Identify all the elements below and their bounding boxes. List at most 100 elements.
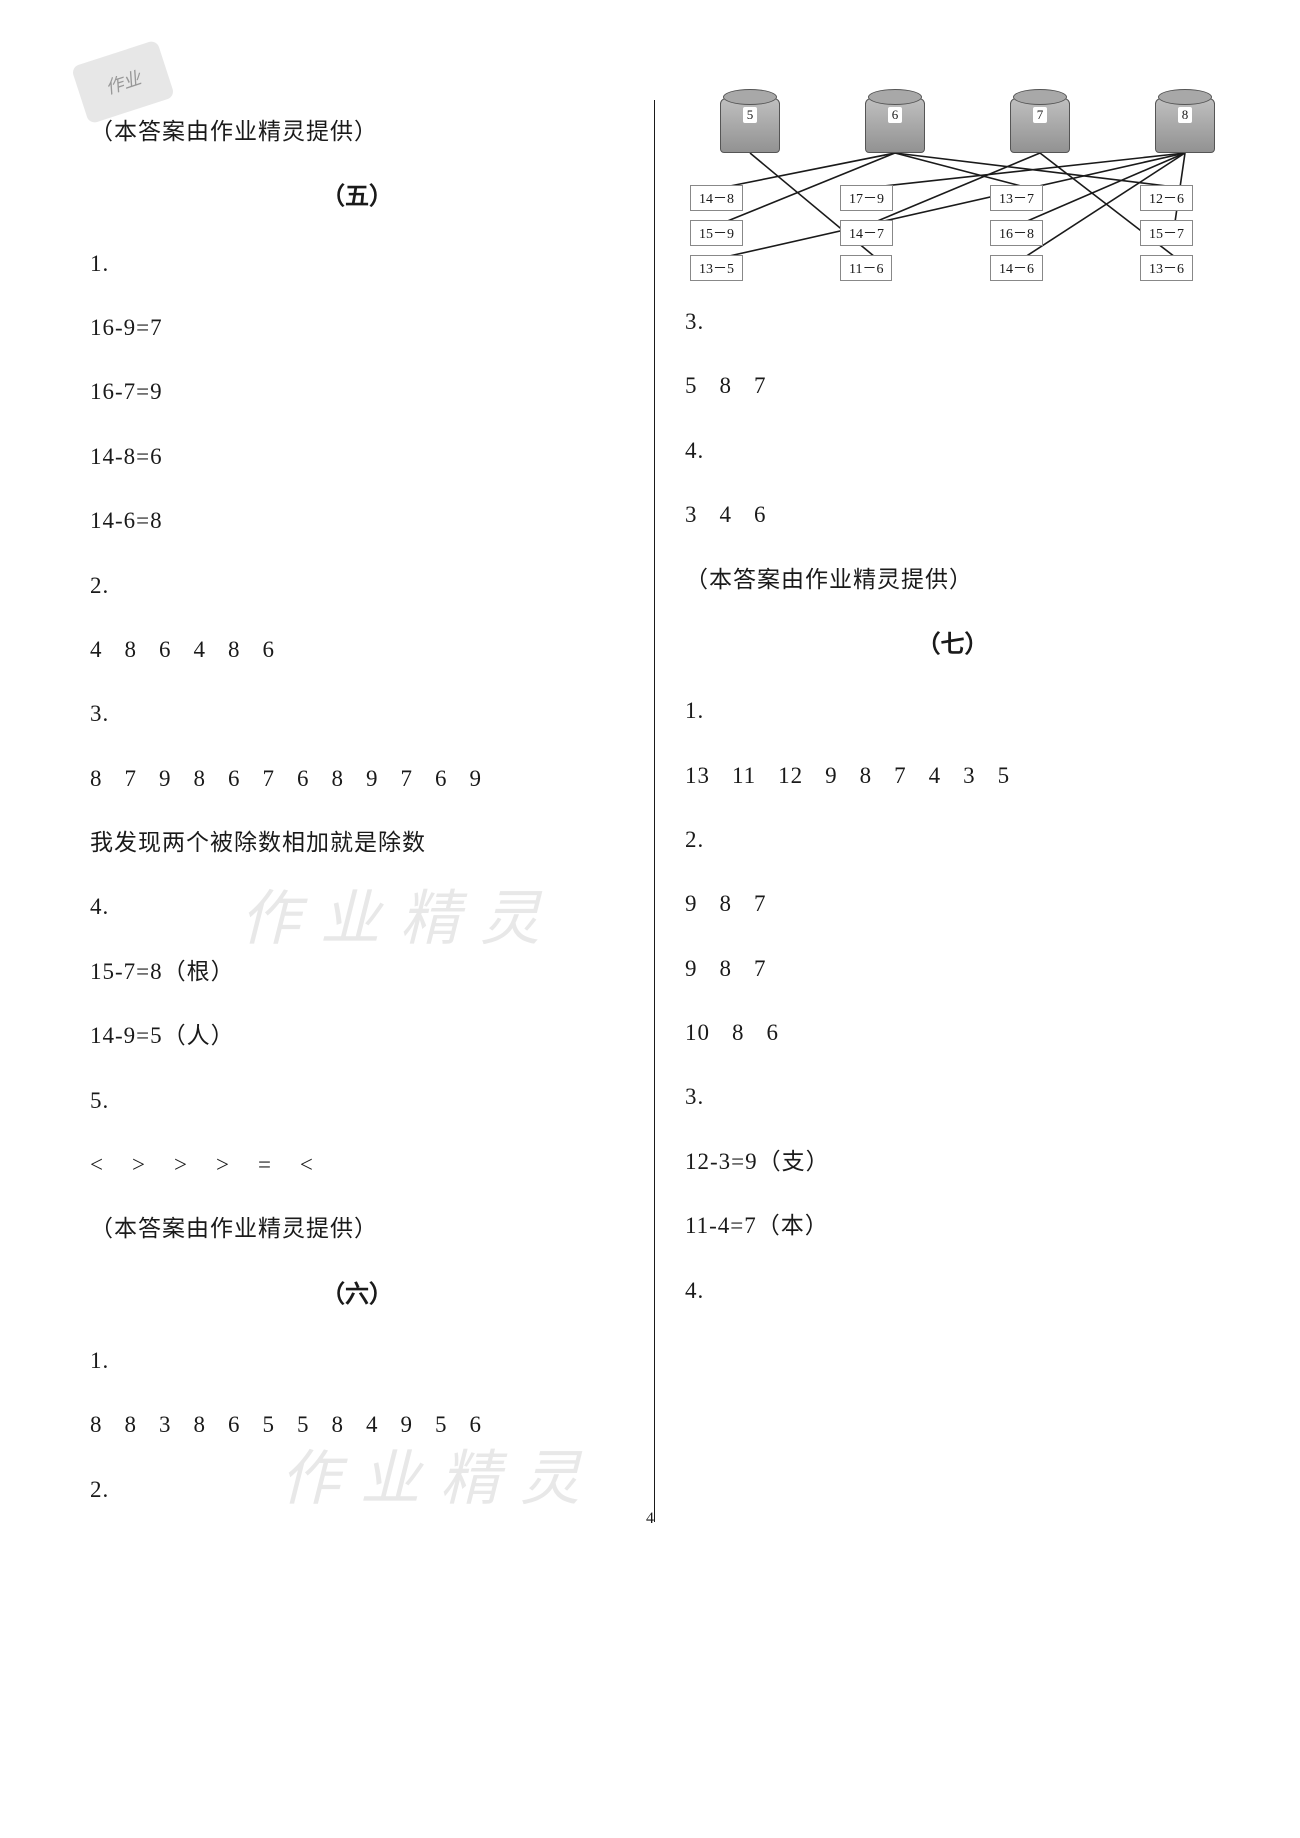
credit-line: （本答案由作业精灵提供） bbox=[90, 100, 624, 164]
value: 8 bbox=[732, 1020, 745, 1045]
value: 6 bbox=[297, 766, 310, 791]
value: 6 bbox=[228, 766, 241, 791]
value: > bbox=[216, 1152, 230, 1177]
bin-label: 7 bbox=[1033, 107, 1048, 123]
value: 5 bbox=[435, 1412, 448, 1437]
value: 8 bbox=[194, 766, 207, 791]
value: 4 bbox=[366, 1412, 379, 1437]
answer-line: 15-7=8（根） bbox=[90, 940, 624, 1004]
answer-row: 1086 bbox=[685, 1001, 1220, 1065]
expression-box: 14－6 bbox=[990, 255, 1043, 281]
value: 8 bbox=[90, 1412, 103, 1437]
value: 6 bbox=[159, 637, 172, 662]
value: 8 bbox=[720, 373, 733, 398]
section-six-title: （六） bbox=[90, 1262, 624, 1329]
value: 9 bbox=[366, 766, 379, 791]
expression-box: 13－6 bbox=[1140, 255, 1193, 281]
q-number: 4. bbox=[685, 1259, 1220, 1323]
q-number: 2. bbox=[90, 1458, 624, 1522]
q-number: 1. bbox=[685, 679, 1220, 743]
value: 8 bbox=[720, 956, 733, 981]
value: < bbox=[90, 1152, 104, 1177]
expression-box: 17－9 bbox=[840, 185, 893, 211]
value: 9 bbox=[470, 766, 483, 791]
expression-box: 13－5 bbox=[690, 255, 743, 281]
answer-line: 16-9=7 bbox=[90, 296, 624, 360]
answer-row: 486486 bbox=[90, 618, 624, 682]
answer-line: 14-6=8 bbox=[90, 489, 624, 553]
answer-row: 131112987435 bbox=[685, 744, 1220, 808]
q-number: 2. bbox=[685, 808, 1220, 872]
value: 4 bbox=[929, 763, 942, 788]
value: 4 bbox=[720, 502, 733, 527]
q-number: 3. bbox=[685, 290, 1220, 354]
value: 8 bbox=[194, 1412, 207, 1437]
page-number: 4 bbox=[646, 1510, 654, 1528]
q-number: 4. bbox=[685, 419, 1220, 483]
right-column: 567814－815－913－517－914－711－613－716－814－6… bbox=[655, 100, 1240, 1522]
value: 12 bbox=[778, 763, 803, 788]
answer-line: 11-4=7（本） bbox=[685, 1194, 1220, 1258]
bin-icon: 8 bbox=[1155, 98, 1215, 153]
value: = bbox=[258, 1152, 272, 1177]
expression-box: 14－8 bbox=[690, 185, 743, 211]
answer-row: 987 bbox=[685, 872, 1220, 936]
q-number: 3. bbox=[685, 1065, 1220, 1129]
value: < bbox=[300, 1152, 314, 1177]
answer-row: <>>>=< bbox=[90, 1133, 624, 1197]
q-number: 1. bbox=[90, 232, 624, 296]
value: 7 bbox=[263, 766, 276, 791]
value: 8 bbox=[90, 766, 103, 791]
value: 8 bbox=[720, 891, 733, 916]
value: 6 bbox=[435, 766, 448, 791]
value: 8 bbox=[228, 637, 241, 662]
answer-note: 我发现两个被除数相加就是除数 bbox=[90, 811, 624, 875]
expression-box: 15－7 bbox=[1140, 220, 1193, 246]
credit-line: （本答案由作业精灵提供） bbox=[90, 1197, 624, 1261]
value: 7 bbox=[754, 891, 767, 916]
bin-icon: 5 bbox=[720, 98, 780, 153]
left-column: （本答案由作业精灵提供） （五） 1. 16-9=7 16-7=9 14-8=6… bbox=[70, 100, 655, 1522]
value: 6 bbox=[754, 502, 767, 527]
page-content: （本答案由作业精灵提供） （五） 1. 16-9=7 16-7=9 14-8=6… bbox=[0, 0, 1300, 1562]
value: 9 bbox=[685, 891, 698, 916]
q-number: 2. bbox=[90, 554, 624, 618]
q-number: 5. bbox=[90, 1069, 624, 1133]
value: 7 bbox=[401, 766, 414, 791]
value: 8 bbox=[125, 637, 138, 662]
value: 6 bbox=[470, 1412, 483, 1437]
bin-label: 5 bbox=[743, 107, 758, 123]
value: 9 bbox=[685, 956, 698, 981]
q-number: 1. bbox=[90, 1329, 624, 1393]
bin-label: 8 bbox=[1178, 107, 1193, 123]
value: 6 bbox=[767, 1020, 780, 1045]
answer-row: 987 bbox=[685, 937, 1220, 1001]
value: 7 bbox=[125, 766, 138, 791]
expression-box: 11－6 bbox=[840, 255, 892, 281]
answer-line: 12-3=9（支） bbox=[685, 1130, 1220, 1194]
q-number: 4. bbox=[90, 875, 624, 939]
value: 8 bbox=[332, 766, 345, 791]
expression-box: 15－9 bbox=[690, 220, 743, 246]
expression-box: 12－6 bbox=[1140, 185, 1193, 211]
credit-line: （本答案由作业精灵提供） bbox=[685, 548, 1220, 612]
bin-label: 6 bbox=[888, 107, 903, 123]
value: 3 bbox=[685, 502, 698, 527]
answer-row: 879867689769 bbox=[90, 747, 624, 811]
value: 6 bbox=[263, 637, 276, 662]
value: 6 bbox=[228, 1412, 241, 1437]
section-five-title: （五） bbox=[90, 164, 624, 231]
expression-box: 14－7 bbox=[840, 220, 893, 246]
value: 13 bbox=[685, 763, 710, 788]
value: 5 bbox=[297, 1412, 310, 1437]
value: 9 bbox=[159, 766, 172, 791]
section-seven-title: （七） bbox=[685, 612, 1220, 679]
q-number: 3. bbox=[90, 682, 624, 746]
value: 3 bbox=[963, 763, 976, 788]
value: 9 bbox=[825, 763, 838, 788]
expression-box: 16－8 bbox=[990, 220, 1043, 246]
answer-line: 14-9=5（人） bbox=[90, 1004, 624, 1068]
value: 4 bbox=[194, 637, 207, 662]
answer-row: 883865584956 bbox=[90, 1393, 624, 1457]
value: 8 bbox=[125, 1412, 138, 1437]
